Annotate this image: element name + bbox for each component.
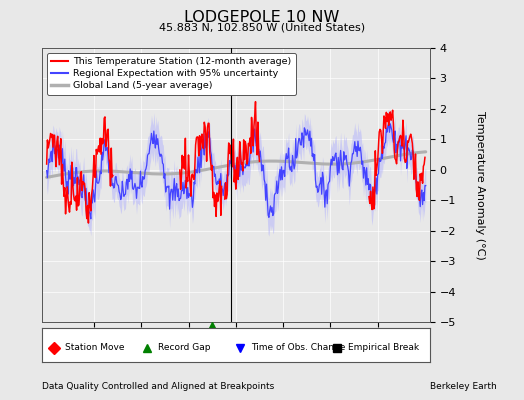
Text: Data Quality Controlled and Aligned at Breakpoints: Data Quality Controlled and Aligned at B…	[42, 382, 274, 391]
Y-axis label: Temperature Anomaly (°C): Temperature Anomaly (°C)	[475, 111, 485, 259]
Text: Berkeley Earth: Berkeley Earth	[430, 382, 496, 391]
Legend: This Temperature Station (12-month average), Regional Expectation with 95% uncer: This Temperature Station (12-month avera…	[47, 53, 296, 95]
Text: Empirical Break: Empirical Break	[348, 343, 419, 352]
Text: Time of Obs. Change: Time of Obs. Change	[252, 343, 346, 352]
Text: 45.883 N, 102.850 W (United States): 45.883 N, 102.850 W (United States)	[159, 22, 365, 32]
Text: Record Gap: Record Gap	[158, 343, 211, 352]
Text: LODGEPOLE 10 NW: LODGEPOLE 10 NW	[184, 10, 340, 25]
Text: Station Move: Station Move	[65, 343, 125, 352]
